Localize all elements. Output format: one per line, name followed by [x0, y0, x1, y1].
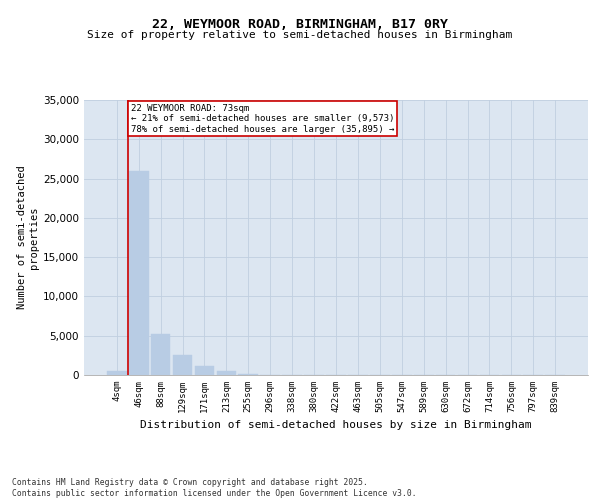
Text: Size of property relative to semi-detached houses in Birmingham: Size of property relative to semi-detach… — [88, 30, 512, 40]
Bar — [107, 371, 127, 375]
X-axis label: Distribution of semi-detached houses by size in Birmingham: Distribution of semi-detached houses by … — [140, 420, 532, 430]
Y-axis label: Number of semi-detached
properties: Number of semi-detached properties — [17, 166, 39, 310]
Bar — [217, 371, 236, 375]
Bar — [151, 334, 170, 375]
Bar — [194, 366, 214, 375]
Text: 22, WEYMOOR ROAD, BIRMINGHAM, B17 0RY: 22, WEYMOOR ROAD, BIRMINGHAM, B17 0RY — [152, 18, 448, 30]
Bar — [129, 170, 149, 375]
Bar — [238, 374, 258, 375]
Text: Contains HM Land Registry data © Crown copyright and database right 2025.
Contai: Contains HM Land Registry data © Crown c… — [12, 478, 416, 498]
Text: 22 WEYMOOR ROAD: 73sqm
← 21% of semi-detached houses are smaller (9,573)
78% of : 22 WEYMOOR ROAD: 73sqm ← 21% of semi-det… — [131, 104, 394, 134]
Bar — [173, 354, 193, 375]
